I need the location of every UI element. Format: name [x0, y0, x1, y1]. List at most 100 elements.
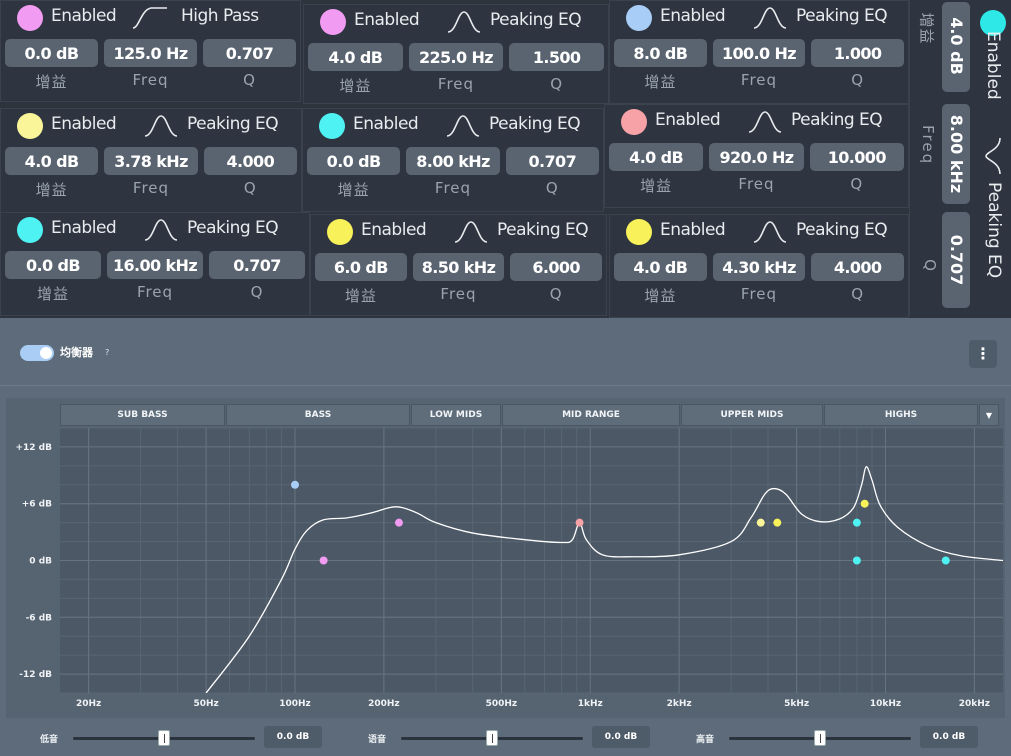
q-value[interactable]: 1.500: [509, 43, 604, 71]
y-tick-label: -12 dB: [19, 670, 52, 680]
chevron-down-icon[interactable]: ▼: [979, 404, 999, 426]
enabled-label: Enabled: [361, 220, 427, 240]
q-value[interactable]: 1.000: [811, 39, 904, 67]
filter-type-label: High Pass: [181, 6, 259, 26]
freq-value[interactable]: 100.0 Hz: [712, 39, 806, 67]
filter-type-label: Peaking EQ: [489, 114, 581, 134]
enabled-label: Enabled: [51, 6, 117, 26]
enabled-dot[interactable]: [327, 219, 353, 245]
enabled-dot[interactable]: [621, 109, 647, 135]
band-card[interactable]: Enabled Peaking EQ 4.0 dB 3.78 kHz 4.000…: [0, 108, 302, 214]
gain-value[interactable]: [942, 2, 970, 92]
q-value[interactable]: 0.707: [505, 147, 599, 175]
slider-value[interactable]: 0.0 dB: [592, 726, 650, 748]
filter-type-label: Peaking EQ: [497, 220, 589, 240]
gain-value[interactable]: 0.0 dB: [5, 251, 101, 279]
slider-value[interactable]: 0.0 dB: [920, 726, 978, 748]
slider-thumb[interactable]: [486, 730, 498, 746]
freq-value[interactable]: 4.30 kHz: [712, 253, 806, 281]
peaking-icon: [447, 11, 481, 33]
freq-value[interactable]: [942, 104, 970, 204]
q-value[interactable]: 0.707: [203, 39, 296, 67]
range-sub-bass[interactable]: SUB BASS: [60, 404, 225, 426]
filter-type-label: Peaking EQ: [984, 182, 1004, 279]
band-point[interactable]: [852, 556, 861, 565]
enabled-dot[interactable]: [17, 5, 43, 31]
panel-title: 均衡器: [60, 346, 93, 359]
freq-value[interactable]: 125.0 Hz: [104, 39, 197, 67]
gain-value[interactable]: 8.0 dB: [614, 39, 707, 67]
freq-value[interactable]: 8.50 kHz: [412, 253, 505, 281]
band-card[interactable]: Enabled Peaking EQ 6.0 dB 8.50 kHz 6.000…: [310, 214, 607, 316]
gain-value[interactable]: 0.0 dB: [5, 39, 98, 67]
band-card[interactable]: Enabled High Pass 0.0 dB 125.0 Hz 0.707 …: [0, 0, 301, 102]
filter-type-label: Peaking EQ: [796, 220, 888, 240]
q-label: Q: [250, 283, 264, 301]
enabled-label: Enabled: [660, 6, 726, 26]
range-highs[interactable]: HIGHS: [824, 404, 978, 426]
enabled-dot[interactable]: [320, 9, 346, 35]
gain-label: 增益: [640, 177, 673, 195]
gain-value[interactable]: 6.0 dB: [315, 253, 407, 281]
q-value[interactable]: 4.000: [811, 253, 904, 281]
freq-value[interactable]: 16.00 kHz: [107, 251, 203, 279]
tone-sliders: 低音 0.0 dB 语音 0.0 dB 高音 0.0 dB: [0, 720, 1011, 756]
band-card[interactable]: Enabled Peaking EQ 4.0 dB 225.0 Hz 1.500…: [303, 4, 609, 104]
q-value[interactable]: 0.707: [209, 251, 305, 279]
kebab-icon[interactable]: ⋮: [969, 340, 997, 368]
band-card[interactable]: Enabled Peaking EQ 0.0 dB 8.00 kHz 0.707…: [302, 108, 604, 212]
x-tick-label: 50Hz: [193, 699, 218, 709]
range-upper-mids[interactable]: UPPER MIDS: [681, 404, 823, 426]
gain-value[interactable]: 4.0 dB: [609, 143, 704, 171]
enabled-dot[interactable]: [626, 5, 652, 31]
q-value[interactable]: 6.000: [510, 253, 602, 281]
slider-thumb[interactable]: [158, 730, 170, 746]
gain-value[interactable]: 0.0 dB: [307, 147, 401, 175]
band-point[interactable]: [575, 518, 584, 527]
filter-type-label: Peaking EQ: [187, 114, 279, 134]
help-icon[interactable]: ?: [105, 348, 110, 357]
band-card[interactable]: Enabled Peaking EQ 4.0 dB 4.30 kHz 4.000…: [609, 214, 909, 318]
freq-value[interactable]: 8.00 kHz: [406, 147, 500, 175]
gain-value[interactable]: 4.0 dB: [614, 253, 707, 281]
enabled-dot[interactable]: [626, 219, 652, 245]
equalizer-toggle[interactable]: [20, 345, 54, 361]
band-point[interactable]: [860, 499, 869, 508]
enabled-dot[interactable]: [319, 113, 345, 139]
gain-value[interactable]: 4.0 dB: [5, 147, 99, 175]
band-point[interactable]: [319, 556, 328, 565]
freq-value[interactable]: 920.0 Hz: [709, 143, 804, 171]
band-card[interactable]: Enabled Peaking EQ 8.0 dB 100.0 Hz 1.000…: [609, 0, 909, 104]
slider-value[interactable]: 0.0 dB: [264, 726, 322, 748]
gain-value[interactable]: 4.0 dB: [308, 43, 403, 71]
range-bass[interactable]: BASS: [226, 404, 410, 426]
eq-chart[interactable]: +12 dB +6 dB 0 dB -6 dB -12 dB 20Hz 50Hz 100Hz 2…: [6, 398, 1005, 718]
band-point[interactable]: [290, 480, 299, 489]
q-value[interactable]: [942, 212, 970, 308]
q-label: Q: [550, 75, 564, 93]
x-tick-label: 100Hz: [279, 699, 311, 709]
band-point[interactable]: [852, 518, 861, 527]
band-point[interactable]: [773, 518, 782, 527]
band-point[interactable]: [394, 518, 403, 527]
band-card[interactable]: Enabled Peaking EQ 4.0 dB 920.0 Hz 10.00…: [604, 104, 909, 208]
q-label: Q: [243, 71, 256, 89]
enabled-dot[interactable]: [17, 113, 43, 139]
band-card-vertical[interactable]: 增益 Freq Q 4.0 dB 8.00 kHz 0.707 Enabled …: [909, 0, 1011, 316]
freq-value[interactable]: 3.78 kHz: [104, 147, 198, 175]
enabled-dot[interactable]: [980, 10, 1006, 36]
x-tick-label: 1kHz: [578, 699, 603, 709]
q-label: Q: [545, 179, 559, 197]
enabled-dot[interactable]: [17, 217, 43, 243]
range-low-mids[interactable]: LOW MIDS: [411, 404, 501, 426]
band-point[interactable]: [756, 518, 765, 527]
q-value[interactable]: 10.000: [809, 143, 904, 171]
band-card[interactable]: Enabled Peaking EQ 0.0 dB 16.00 kHz 0.70…: [0, 212, 310, 316]
gain-label: 增益: [35, 73, 68, 91]
q-value[interactable]: 4.000: [203, 147, 297, 175]
eq-graph[interactable]: +12 dB +6 dB 0 dB -6 dB -12 dB 20Hz 50Hz 100Hz 2…: [6, 398, 1005, 718]
band-point[interactable]: [941, 556, 950, 565]
slider-thumb[interactable]: [814, 730, 826, 746]
range-mid-range[interactable]: MID RANGE: [502, 404, 680, 426]
freq-value[interactable]: 225.0 Hz: [408, 43, 504, 71]
